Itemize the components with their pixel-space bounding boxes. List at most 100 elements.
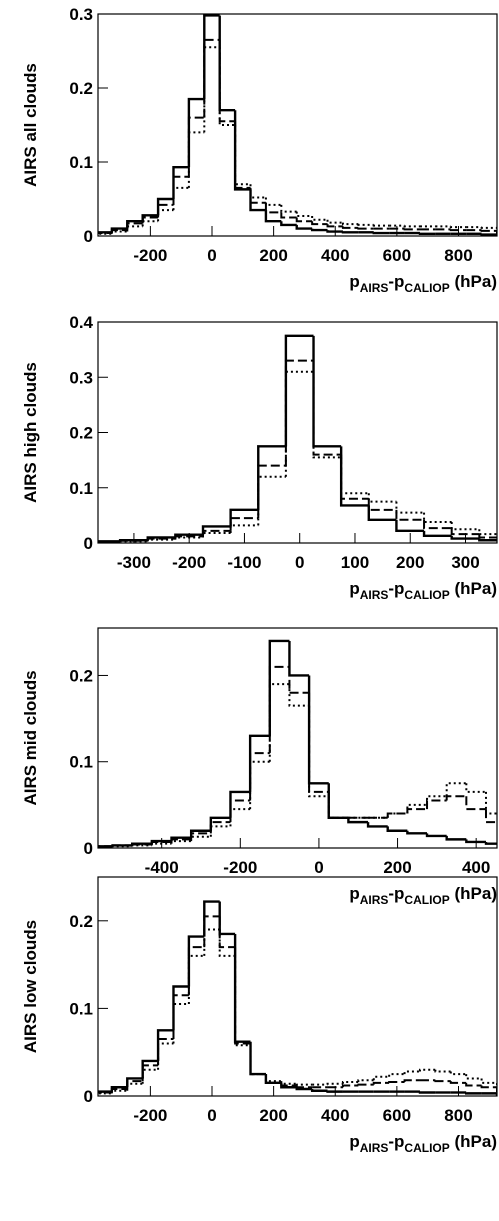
histogram-step [257, 445, 286, 510]
histogram-step [98, 845, 113, 848]
histogram-step [480, 1085, 497, 1096]
histogram-step [406, 808, 428, 814]
histogram-step [386, 826, 408, 832]
histogram-step [264, 210, 282, 223]
histogram-step [126, 1082, 143, 1091]
x-tick-label: 600 [383, 246, 411, 265]
histogram-step [234, 947, 251, 1045]
histogram-step [312, 335, 342, 448]
histogram-step [203, 14, 220, 100]
histogram-step [218, 39, 236, 123]
histogram-step [249, 187, 266, 204]
histogram-step [372, 231, 390, 235]
histogram-step [141, 1068, 159, 1084]
histogram-step [172, 186, 189, 211]
histogram-step [264, 1074, 282, 1083]
histogram-step [367, 493, 397, 503]
panel: 0 0.1 0.2 0.3 0.4 -300 -200 -100 0 100 200 300 AIRS … [21, 313, 498, 602]
histogram-step [249, 184, 266, 199]
histogram-step [464, 1092, 482, 1095]
histogram-step [423, 519, 452, 530]
histogram-step [395, 501, 425, 514]
histogram-step [141, 1064, 159, 1082]
plot-frame [97, 627, 498, 849]
plot-frame [97, 13, 498, 237]
histogram-step [157, 203, 174, 218]
x-tick-label: 400 [321, 1106, 349, 1125]
histogram-step [229, 524, 259, 534]
histogram-step [295, 1085, 313, 1089]
histogram-step [288, 640, 310, 677]
x-axis-label-part: AIRS [360, 588, 389, 602]
y-tick-label: 0.2 [69, 424, 93, 443]
histogram-step [98, 232, 112, 235]
x-axis-label-part: AIRS [360, 1141, 389, 1155]
x-axis-label-part: AIRS [360, 281, 389, 295]
histogram-step [284, 334, 314, 447]
x-axis-label-part: p [349, 884, 359, 903]
x-tick-label: 200 [383, 858, 411, 877]
histogram-step [341, 222, 359, 226]
histogram-step [445, 835, 467, 841]
histogram-step [347, 817, 369, 824]
histogram-step [157, 1042, 174, 1070]
histogram-step [465, 796, 486, 811]
histogram-step [403, 228, 420, 231]
histogram-step [465, 1082, 482, 1087]
x-tick-label: -400 [145, 858, 179, 877]
x-axis-label-part: (hPa) [450, 272, 497, 291]
histogram-step [311, 216, 328, 221]
histogram-step [450, 522, 480, 531]
histogram-step [307, 675, 329, 785]
histogram-step [484, 791, 497, 815]
x-tick-label: -200 [133, 246, 167, 265]
histogram-step [264, 202, 282, 214]
histogram-step [449, 1081, 467, 1084]
histogram-step [326, 224, 343, 228]
histogram-step [234, 125, 251, 186]
histogram-step [268, 683, 290, 762]
histogram-step [203, 900, 220, 937]
histogram-step [110, 1089, 128, 1094]
histogram-step [445, 782, 467, 797]
histogram-step [478, 534, 497, 539]
y-axis-label: AIRS all clouds [21, 63, 40, 187]
x-axis-label-part: p [349, 579, 359, 598]
histogram-step [218, 916, 236, 949]
x-tick-label: 200 [259, 246, 287, 265]
histogram-step [187, 97, 205, 168]
x-axis-label: pAIRS-pCALIOP (hPa) [349, 272, 497, 295]
histogram-step [480, 229, 497, 236]
histogram-step [141, 216, 159, 224]
histogram-step [190, 832, 211, 840]
histogram-step [310, 228, 328, 232]
y-tick-label: 0 [84, 1087, 93, 1106]
histogram-step [449, 1071, 467, 1076]
histogram-step [357, 1083, 374, 1086]
histogram-step [264, 1074, 282, 1084]
histogram-step [233, 110, 251, 191]
x-axis-label-part: AIRS [360, 893, 389, 907]
histogram-step [465, 1074, 482, 1080]
histogram-step [280, 1082, 297, 1087]
histogram-step [449, 229, 467, 232]
histogram-step [111, 845, 133, 848]
y-axis-label: AIRS high clouds [21, 362, 40, 503]
histogram-step [288, 666, 310, 694]
histogram-step [465, 839, 486, 844]
panel: 0 0.1 0.2 0.3 -200 0 200 400 600 800 AIRS all clou… [21, 5, 498, 295]
x-axis-label-part: (hPa) [450, 884, 497, 903]
histogram-step [126, 1080, 143, 1089]
x-tick-label: 0 [207, 1106, 216, 1125]
histogram-step [395, 519, 425, 533]
histogram-step [326, 230, 343, 233]
x-tick-label: -100 [227, 553, 261, 572]
histogram-step [450, 528, 480, 536]
histogram-step [295, 211, 313, 218]
x-axis-label-part: CALIOP [404, 281, 449, 295]
histogram-step [478, 538, 497, 542]
x-tick-label: -200 [133, 1106, 167, 1125]
histogram-step [372, 224, 390, 227]
histogram-step [126, 222, 143, 231]
